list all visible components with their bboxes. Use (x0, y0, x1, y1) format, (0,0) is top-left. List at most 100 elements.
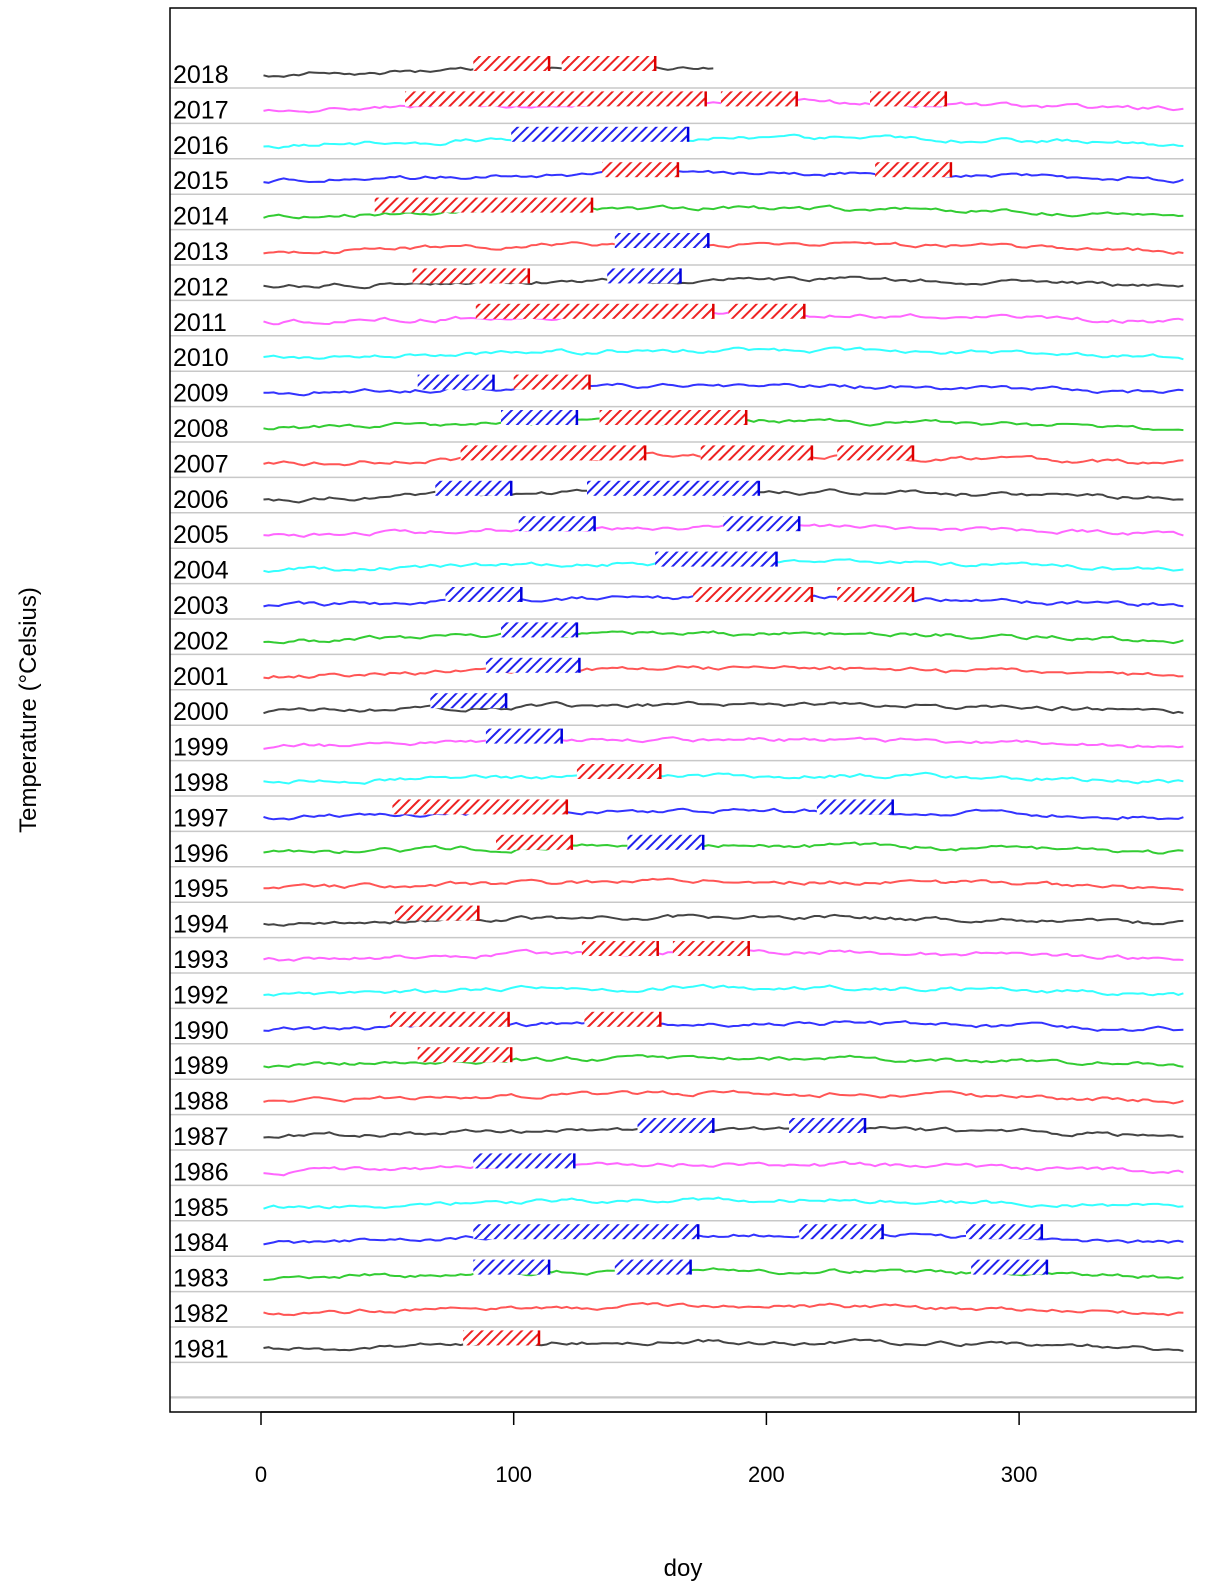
year-label-1996: 1996 (173, 840, 229, 868)
year-label-1985: 1985 (173, 1194, 229, 1222)
plot-frame (169, 7, 1197, 1413)
coldwave-event-2012-1 (607, 268, 681, 284)
series-line-2002 (263, 630, 1184, 645)
coldwave-event-1987-1 (789, 1118, 865, 1133)
x-tick-label-100: 100 (495, 1462, 532, 1487)
heatwave-event-2011-0 (475, 303, 714, 319)
heatwave-event-2007-2 (837, 445, 913, 461)
series-line-2009 (263, 382, 1184, 397)
coldwave-event-2002-0 (501, 622, 577, 638)
heatwave-event-1990-0 (389, 1011, 509, 1027)
series-line-1984 (263, 1232, 1184, 1246)
series-line-1985 (263, 1196, 1184, 1210)
heatwave-event-2018-1 (561, 56, 656, 71)
heatwave-event-1990-1 (584, 1011, 661, 1027)
coldwave-event-1984-2 (966, 1224, 1042, 1240)
year-label-1981: 1981 (173, 1335, 229, 1363)
x-axis-title: doy (664, 1555, 703, 1582)
year-label-1995: 1995 (173, 875, 229, 903)
heatwave-event-1997-0 (392, 799, 567, 815)
year-label-2002: 2002 (173, 627, 229, 655)
year-label-2009: 2009 (173, 380, 229, 408)
series-line-1982 (263, 1301, 1184, 1317)
year-label-1988: 1988 (173, 1088, 229, 1116)
heatwave-event-2011-1 (728, 303, 805, 319)
series-line-1986 (263, 1160, 1184, 1177)
coldwave-event-2005-1 (723, 516, 800, 532)
coldwave-event-2001-0 (485, 657, 580, 673)
series-line-1996 (263, 841, 1184, 855)
year-label-1986: 1986 (173, 1158, 229, 1186)
grid-layer (170, 87, 1196, 1399)
year-label-1997: 1997 (173, 804, 229, 832)
heatwave-event-2008-0 (599, 410, 747, 425)
x-tick-label-200: 200 (748, 1462, 785, 1487)
x-axis: 0 100 200 300 (255, 1411, 1037, 1487)
heatwave-event-2017-1 (720, 91, 797, 107)
x-tick-label-0: 0 (255, 1462, 267, 1487)
series-line-1997 (263, 807, 1184, 821)
year-label-2010: 2010 (173, 344, 229, 372)
series-line-1998 (263, 771, 1184, 785)
coldwave-event-2004-0 (655, 551, 777, 567)
year-label-2003: 2003 (173, 592, 229, 620)
year-label-2016: 2016 (173, 132, 229, 160)
heatwave-event-2012-0 (412, 268, 529, 284)
series-layer (263, 65, 1184, 1352)
series-line-2001 (263, 665, 1184, 680)
year-label-1994: 1994 (173, 911, 229, 939)
year-label-1998: 1998 (173, 769, 229, 797)
heatwave-event-2015-1 (875, 162, 951, 178)
heatwave-event-1989-0 (417, 1047, 512, 1063)
year-label-1990: 1990 (173, 1017, 229, 1045)
coldwave-event-1986-0 (473, 1153, 575, 1169)
coldwave-event-1997-1 (816, 799, 893, 815)
series-line-2011 (263, 311, 1184, 326)
year-label-2017: 2017 (173, 96, 229, 124)
heatwave-event-2017-2 (870, 91, 946, 107)
coldwave-event-1984-1 (799, 1224, 883, 1240)
year-label-2015: 2015 (173, 167, 229, 195)
year-label-2018: 2018 (173, 61, 229, 89)
coldwave-event-2016-0 (511, 126, 689, 142)
year-label-2006: 2006 (173, 486, 229, 514)
coldwave-event-2006-1 (587, 480, 759, 496)
series-line-1994 (263, 913, 1184, 927)
year-label-2004: 2004 (173, 557, 229, 585)
coldwave-event-2009-1 (417, 374, 494, 390)
year-label-2007: 2007 (173, 450, 229, 478)
series-line-2012 (263, 275, 1184, 290)
series-line-2000 (263, 700, 1184, 715)
series-line-2015 (263, 169, 1184, 184)
year-label-2013: 2013 (173, 238, 229, 266)
heatwave-event-2007-1 (700, 445, 812, 461)
year-label-1999: 1999 (173, 734, 229, 762)
heatwave-event-2015-0 (602, 162, 678, 178)
year-label-layer: 2018 2017 2016 2015 2014 2013 2012 2011 2010 2009… (173, 61, 229, 1363)
y-axis-title: Temperature (°Celsius) (15, 587, 42, 833)
coldwave-event-1987-0 (637, 1118, 714, 1133)
series-line-1999 (263, 736, 1184, 750)
heatwave-event-1993-1 (672, 941, 749, 956)
series-line-1992 (263, 983, 1184, 997)
coldwave-event-1999-0 (485, 728, 562, 744)
heatwave-event-1994-0 (394, 905, 479, 921)
series-line-1989 (263, 1054, 1184, 1069)
year-label-1987: 1987 (173, 1123, 229, 1151)
year-label-2012: 2012 (173, 273, 229, 301)
coldwave-event-1996-1 (627, 834, 704, 850)
year-label-1993: 1993 (173, 946, 229, 974)
series-line-2014 (263, 204, 1184, 220)
series-line-2016 (263, 133, 1184, 150)
heatwave-event-2007-0 (460, 445, 646, 461)
year-label-1984: 1984 (173, 1229, 229, 1257)
series-line-1987 (263, 1125, 1184, 1139)
coldwave-event-1984-0 (473, 1224, 699, 1240)
year-label-2001: 2001 (173, 663, 229, 691)
year-label-1983: 1983 (173, 1265, 229, 1293)
coldwave-event-2008-1 (501, 410, 577, 425)
heatwave-event-1996-0 (496, 834, 572, 850)
year-label-2008: 2008 (173, 415, 229, 443)
coldwave-event-2005-0 (518, 516, 595, 532)
